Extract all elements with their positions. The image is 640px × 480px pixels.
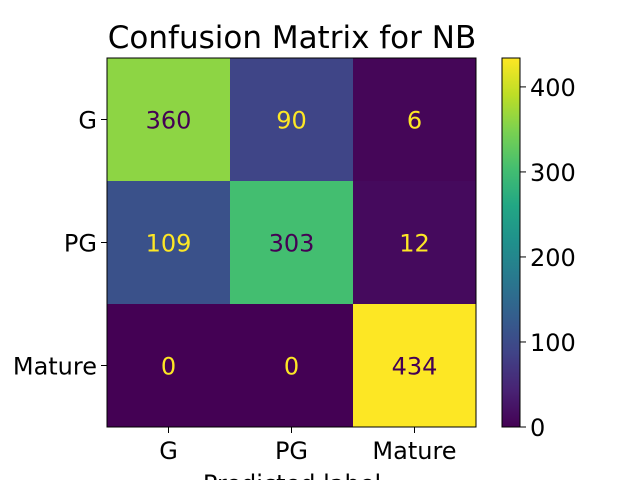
cell-value-label: 12 xyxy=(399,230,430,258)
matrix-cell xyxy=(230,181,354,305)
chart-title: Confusion Matrix for NB xyxy=(108,20,476,56)
x-axis-label: Predicted label xyxy=(203,470,381,480)
x-tick-label: PG xyxy=(275,437,308,465)
cell-value-label: 434 xyxy=(392,353,438,381)
matrix-cell xyxy=(107,58,231,182)
cell-value-label: 90 xyxy=(276,107,307,135)
matrix-cell xyxy=(353,181,477,305)
cell-value-label: 0 xyxy=(284,353,299,381)
colorbar-gradient xyxy=(501,57,521,428)
y-tick-label: G xyxy=(78,107,97,135)
colorbar-tick-label: 100 xyxy=(530,329,576,357)
colorbar: 0 100 200 300 400 xyxy=(501,57,576,442)
colorbar-tick-label: 200 xyxy=(530,244,576,272)
cell-value-label: 360 xyxy=(146,107,192,135)
matrix-cell xyxy=(353,304,477,428)
y-tick-labels: G PG Mature xyxy=(13,107,107,381)
x-tick-label: G xyxy=(159,437,178,465)
cell-value-label: 303 xyxy=(269,230,315,258)
cell-value-label: 6 xyxy=(407,107,422,135)
y-tick-label: Mature xyxy=(13,353,97,381)
cell-value-label: 0 xyxy=(161,353,176,381)
matrix-cell xyxy=(230,58,354,182)
cell-value-label: 109 xyxy=(146,230,192,258)
colorbar-tick-label: 0 xyxy=(530,414,545,442)
colorbar-tick-label: 300 xyxy=(530,159,576,187)
matrix-cells: 360 90 6 109 303 12 0 0 434 xyxy=(106,57,477,428)
matrix-cell xyxy=(230,304,354,428)
matrix-cell xyxy=(353,58,477,182)
x-tick-labels: G PG Mature xyxy=(159,427,457,465)
x-tick-label: Mature xyxy=(372,437,456,465)
colorbar-tick-label: 400 xyxy=(530,74,576,102)
matrix-cell xyxy=(107,181,231,305)
y-tick-label: PG xyxy=(64,230,97,258)
matrix-cell xyxy=(107,304,231,428)
